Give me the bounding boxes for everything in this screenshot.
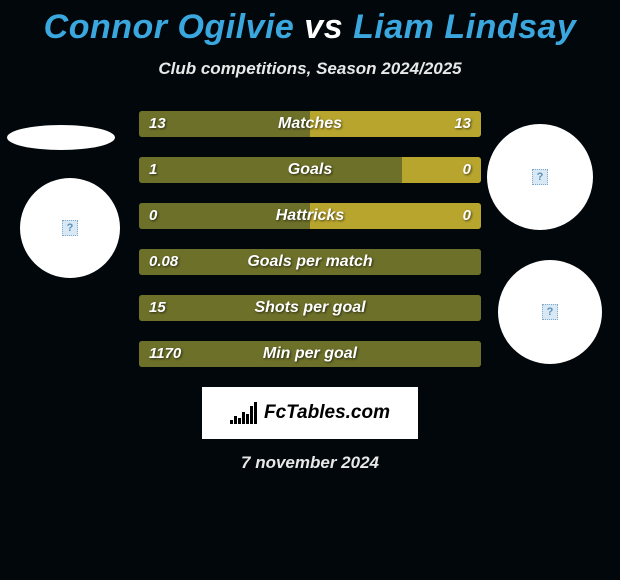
bar-right (310, 203, 481, 229)
stat-row: 10Goals (139, 157, 481, 183)
stat-row: 0.08Goals per match (139, 249, 481, 275)
brand-box: FcTables.com (202, 387, 418, 439)
vs-text: vs (294, 8, 353, 46)
brand-bars-icon (230, 402, 258, 424)
bar-right (402, 157, 481, 183)
player2-name: Liam Lindsay (353, 8, 576, 46)
decor-circle: ? (487, 124, 593, 230)
stat-row: 1170Min per goal (139, 341, 481, 367)
subtitle: Club competitions, Season 2024/2025 (0, 59, 620, 79)
player1-name: Connor Ogilvie (44, 8, 295, 46)
bar-right (310, 111, 481, 137)
bar-left (139, 341, 481, 367)
stat-row: 15Shots per goal (139, 295, 481, 321)
bar-left (139, 249, 481, 275)
placeholder-icon: ? (532, 169, 548, 185)
placeholder-icon: ? (542, 304, 558, 320)
bar-left (139, 157, 402, 183)
placeholder-icon: ? (62, 220, 78, 236)
stat-row: 1313Matches (139, 111, 481, 137)
decor-circle: ? (20, 178, 120, 278)
decor-circle: ? (498, 260, 602, 364)
page-title: Connor Ogilvie vs Liam Lindsay (0, 0, 620, 47)
date-text: 7 november 2024 (0, 453, 620, 473)
bar-left (139, 203, 310, 229)
brand-text: FcTables.com (264, 402, 390, 424)
stats-table: 1313Matches 10Goals 00Hattricks 0.08Goals p… (139, 111, 481, 367)
bar-left (139, 111, 310, 137)
stat-row: 00Hattricks (139, 203, 481, 229)
decor-oval (7, 125, 115, 150)
bar-left (139, 295, 481, 321)
